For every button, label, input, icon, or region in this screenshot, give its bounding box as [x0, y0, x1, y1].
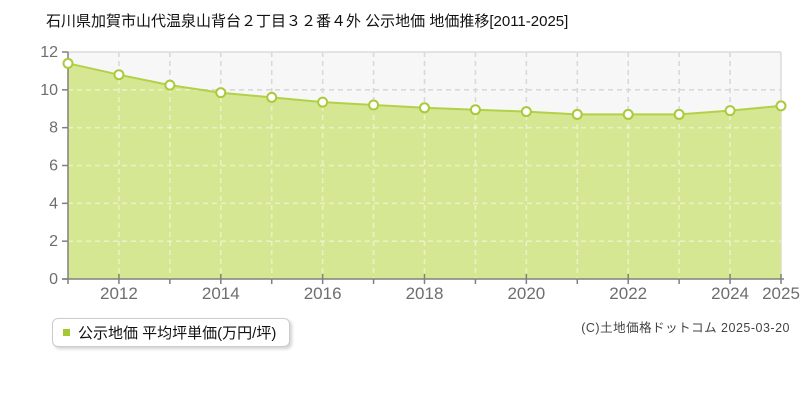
data-point-marker	[571, 108, 583, 120]
data-point-marker	[317, 96, 329, 108]
data-point-marker	[368, 99, 380, 111]
x-axis-label: 2018	[406, 284, 444, 303]
legend: 公示地価 平均坪単価(万円/坪)	[52, 318, 291, 347]
data-point-marker	[266, 91, 278, 103]
x-axis-label: 2022	[609, 284, 647, 303]
y-axis-label: 12	[40, 44, 58, 61]
x-axis-label: 2014	[202, 284, 240, 303]
data-point-marker	[113, 69, 125, 81]
chart-title: 石川県加賀市山代温泉山背台２丁目３２番４外 公示地価 地価推移[2011-202…	[46, 13, 569, 30]
data-point-marker	[215, 87, 227, 99]
y-axis-label: 2	[49, 233, 58, 250]
y-axis-label: 10	[40, 82, 58, 99]
data-point-marker	[775, 100, 787, 112]
price-trend-chart: 0 2 4 6 8 10 12 2012 2014 2016 2018 2020 2022 2024 202…	[40, 44, 800, 303]
x-axis-label: 2024	[711, 284, 749, 303]
data-point-marker	[520, 106, 532, 118]
price-area	[68, 63, 781, 279]
data-point-marker	[469, 104, 481, 116]
x-axis-label: 2016	[304, 284, 342, 303]
y-axis-label: 6	[49, 158, 58, 175]
copyright-text: (C)土地価格ドットコム 2025-03-20	[581, 321, 790, 335]
x-axis-label: 2025	[762, 284, 800, 303]
data-point-marker	[62, 57, 74, 69]
data-point-marker	[622, 108, 634, 120]
x-axis-label: 2020	[507, 284, 545, 303]
legend-swatch-icon	[63, 329, 70, 336]
y-axis-label: 4	[49, 195, 58, 212]
x-axis-label: 2012	[100, 284, 138, 303]
data-point-marker	[419, 102, 430, 114]
legend-label: 公示地価 平均坪単価(万円/坪)	[78, 325, 277, 342]
data-point-marker	[724, 105, 736, 117]
data-point-marker	[164, 79, 176, 91]
y-axis-label: 8	[49, 120, 58, 137]
data-point-marker	[673, 108, 685, 120]
y-axis-label: 0	[49, 271, 58, 288]
